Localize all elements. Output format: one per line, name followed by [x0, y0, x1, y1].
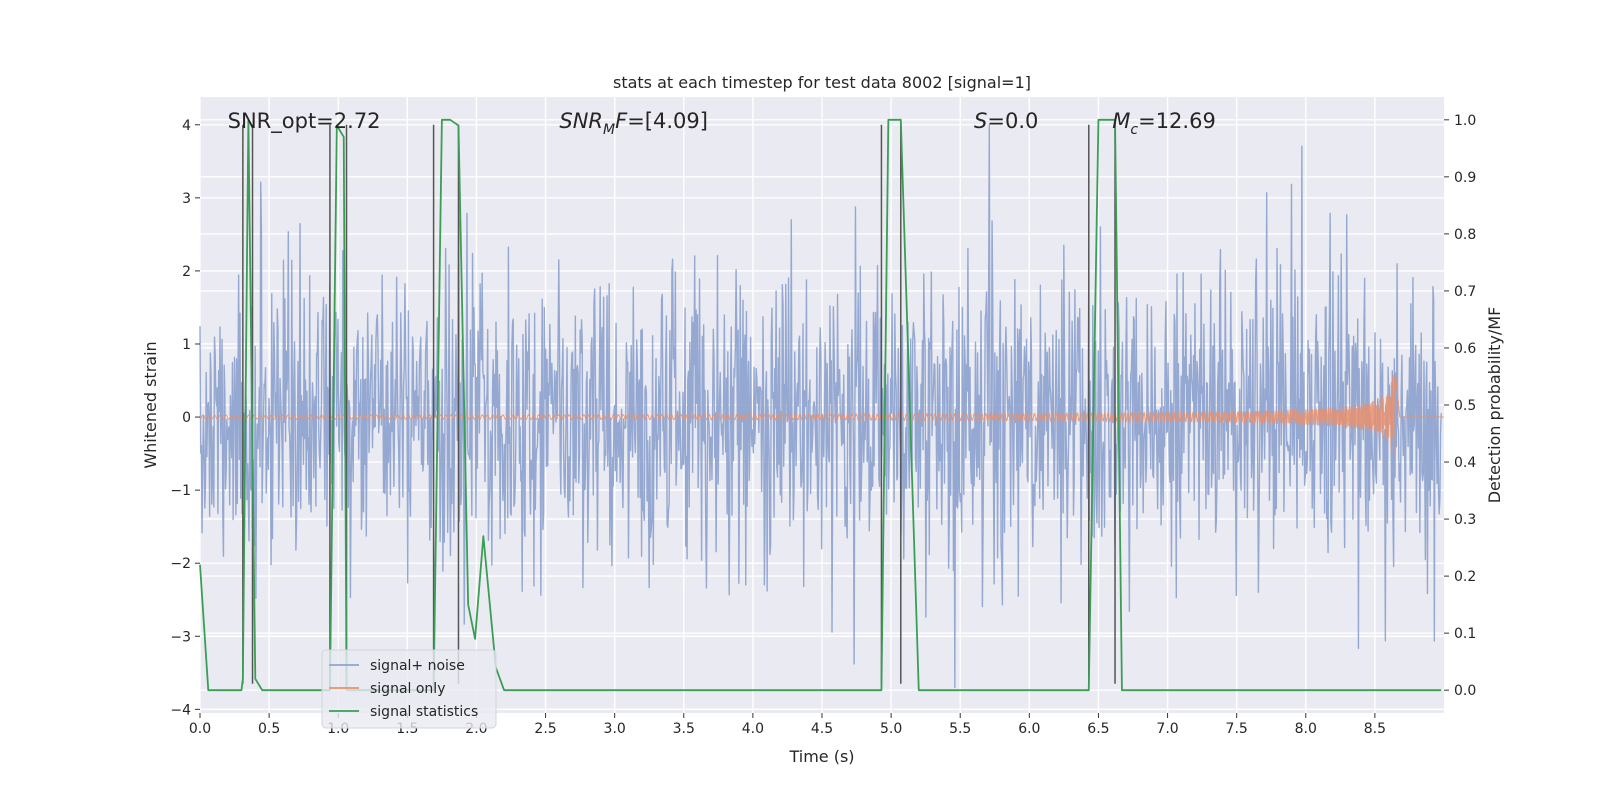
y-right-tick-label-9: 0.9: [1454, 170, 1476, 186]
x-tick-label-14: 7.0: [1156, 721, 1178, 737]
y-right-tick-label-8: 0.8: [1454, 227, 1476, 243]
legend-label-1: signal only: [370, 681, 445, 697]
y-right-tick-label-2: 0.2: [1454, 569, 1476, 585]
y-right-tick-label-6: 0.6: [1454, 341, 1476, 357]
series-signal-only: [200, 374, 1444, 457]
y-right-tick-label-3: 0.3: [1454, 512, 1476, 528]
y-left-tick-label-8: 4: [182, 118, 191, 134]
x-tick-label-6: 3.0: [604, 721, 626, 737]
y-right-tick-label-4: 0.4: [1454, 455, 1476, 471]
y-left-tick-label-6: 2: [182, 264, 191, 280]
x-tick-label-12: 6.0: [1018, 721, 1040, 737]
x-tick-label-1: 0.5: [258, 721, 280, 737]
y-axis-label-left: Whitened strain: [141, 341, 160, 468]
x-tick-label-9: 4.5: [811, 721, 833, 737]
annotation-snr-mf: SNRMF=[4.09]: [559, 109, 708, 138]
legend-box: [321, 649, 497, 729]
y-right-tick-label-10: 1.0: [1454, 113, 1476, 129]
y-axis-label-right: Detection probability/MF: [1485, 307, 1504, 504]
x-axis-label: Time (s): [788, 747, 854, 766]
y-left-tick-label-2: −2: [170, 556, 191, 572]
x-tick-label-7: 3.5: [673, 721, 695, 737]
x-tick-label-8: 4.0: [742, 721, 764, 737]
x-tick-label-13: 6.5: [1087, 721, 1109, 737]
x-tick-label-5: 2.5: [534, 721, 556, 737]
y-right-tick-label-0: 0.0: [1454, 683, 1476, 699]
series-signal-noise: [199, 124, 1442, 689]
annotation-s-stat: S=0.0: [974, 109, 1038, 133]
chart-title: stats at each timestep for test data 800…: [613, 73, 1031, 92]
y-left-tick-label-4: 0: [182, 410, 191, 426]
x-tick-label-0: 0.0: [189, 721, 211, 737]
x-tick-label-10: 5.0: [880, 721, 902, 737]
y-right-tick-label-7: 0.7: [1454, 284, 1476, 300]
y-left-tick-label-5: 1: [182, 337, 191, 353]
y-left-tick-label-0: −4: [170, 702, 191, 718]
y-left-tick-label-7: 3: [182, 191, 191, 207]
x-tick-label-15: 7.5: [1226, 721, 1248, 737]
x-tick-label-11: 5.5: [949, 721, 971, 737]
x-tick-label-17: 8.5: [1364, 721, 1386, 737]
y-left-tick-label-1: −3: [170, 629, 191, 645]
legend-label-2: signal statistics: [370, 704, 478, 720]
y-left-tick-label-3: −1: [170, 483, 191, 499]
y-right-tick-label-5: 0.5: [1454, 398, 1476, 414]
y-right-tick-label-1: 0.1: [1454, 626, 1476, 642]
legend-label-0: signal+ noise: [370, 658, 465, 674]
annotation-snr-opt: SNR_opt=2.72: [228, 109, 381, 134]
annotation-chirp-mass: Mc=12.69: [1112, 109, 1216, 138]
series-signal-statistics: [199, 118, 1442, 692]
x-tick-label-16: 8.0: [1295, 721, 1317, 737]
